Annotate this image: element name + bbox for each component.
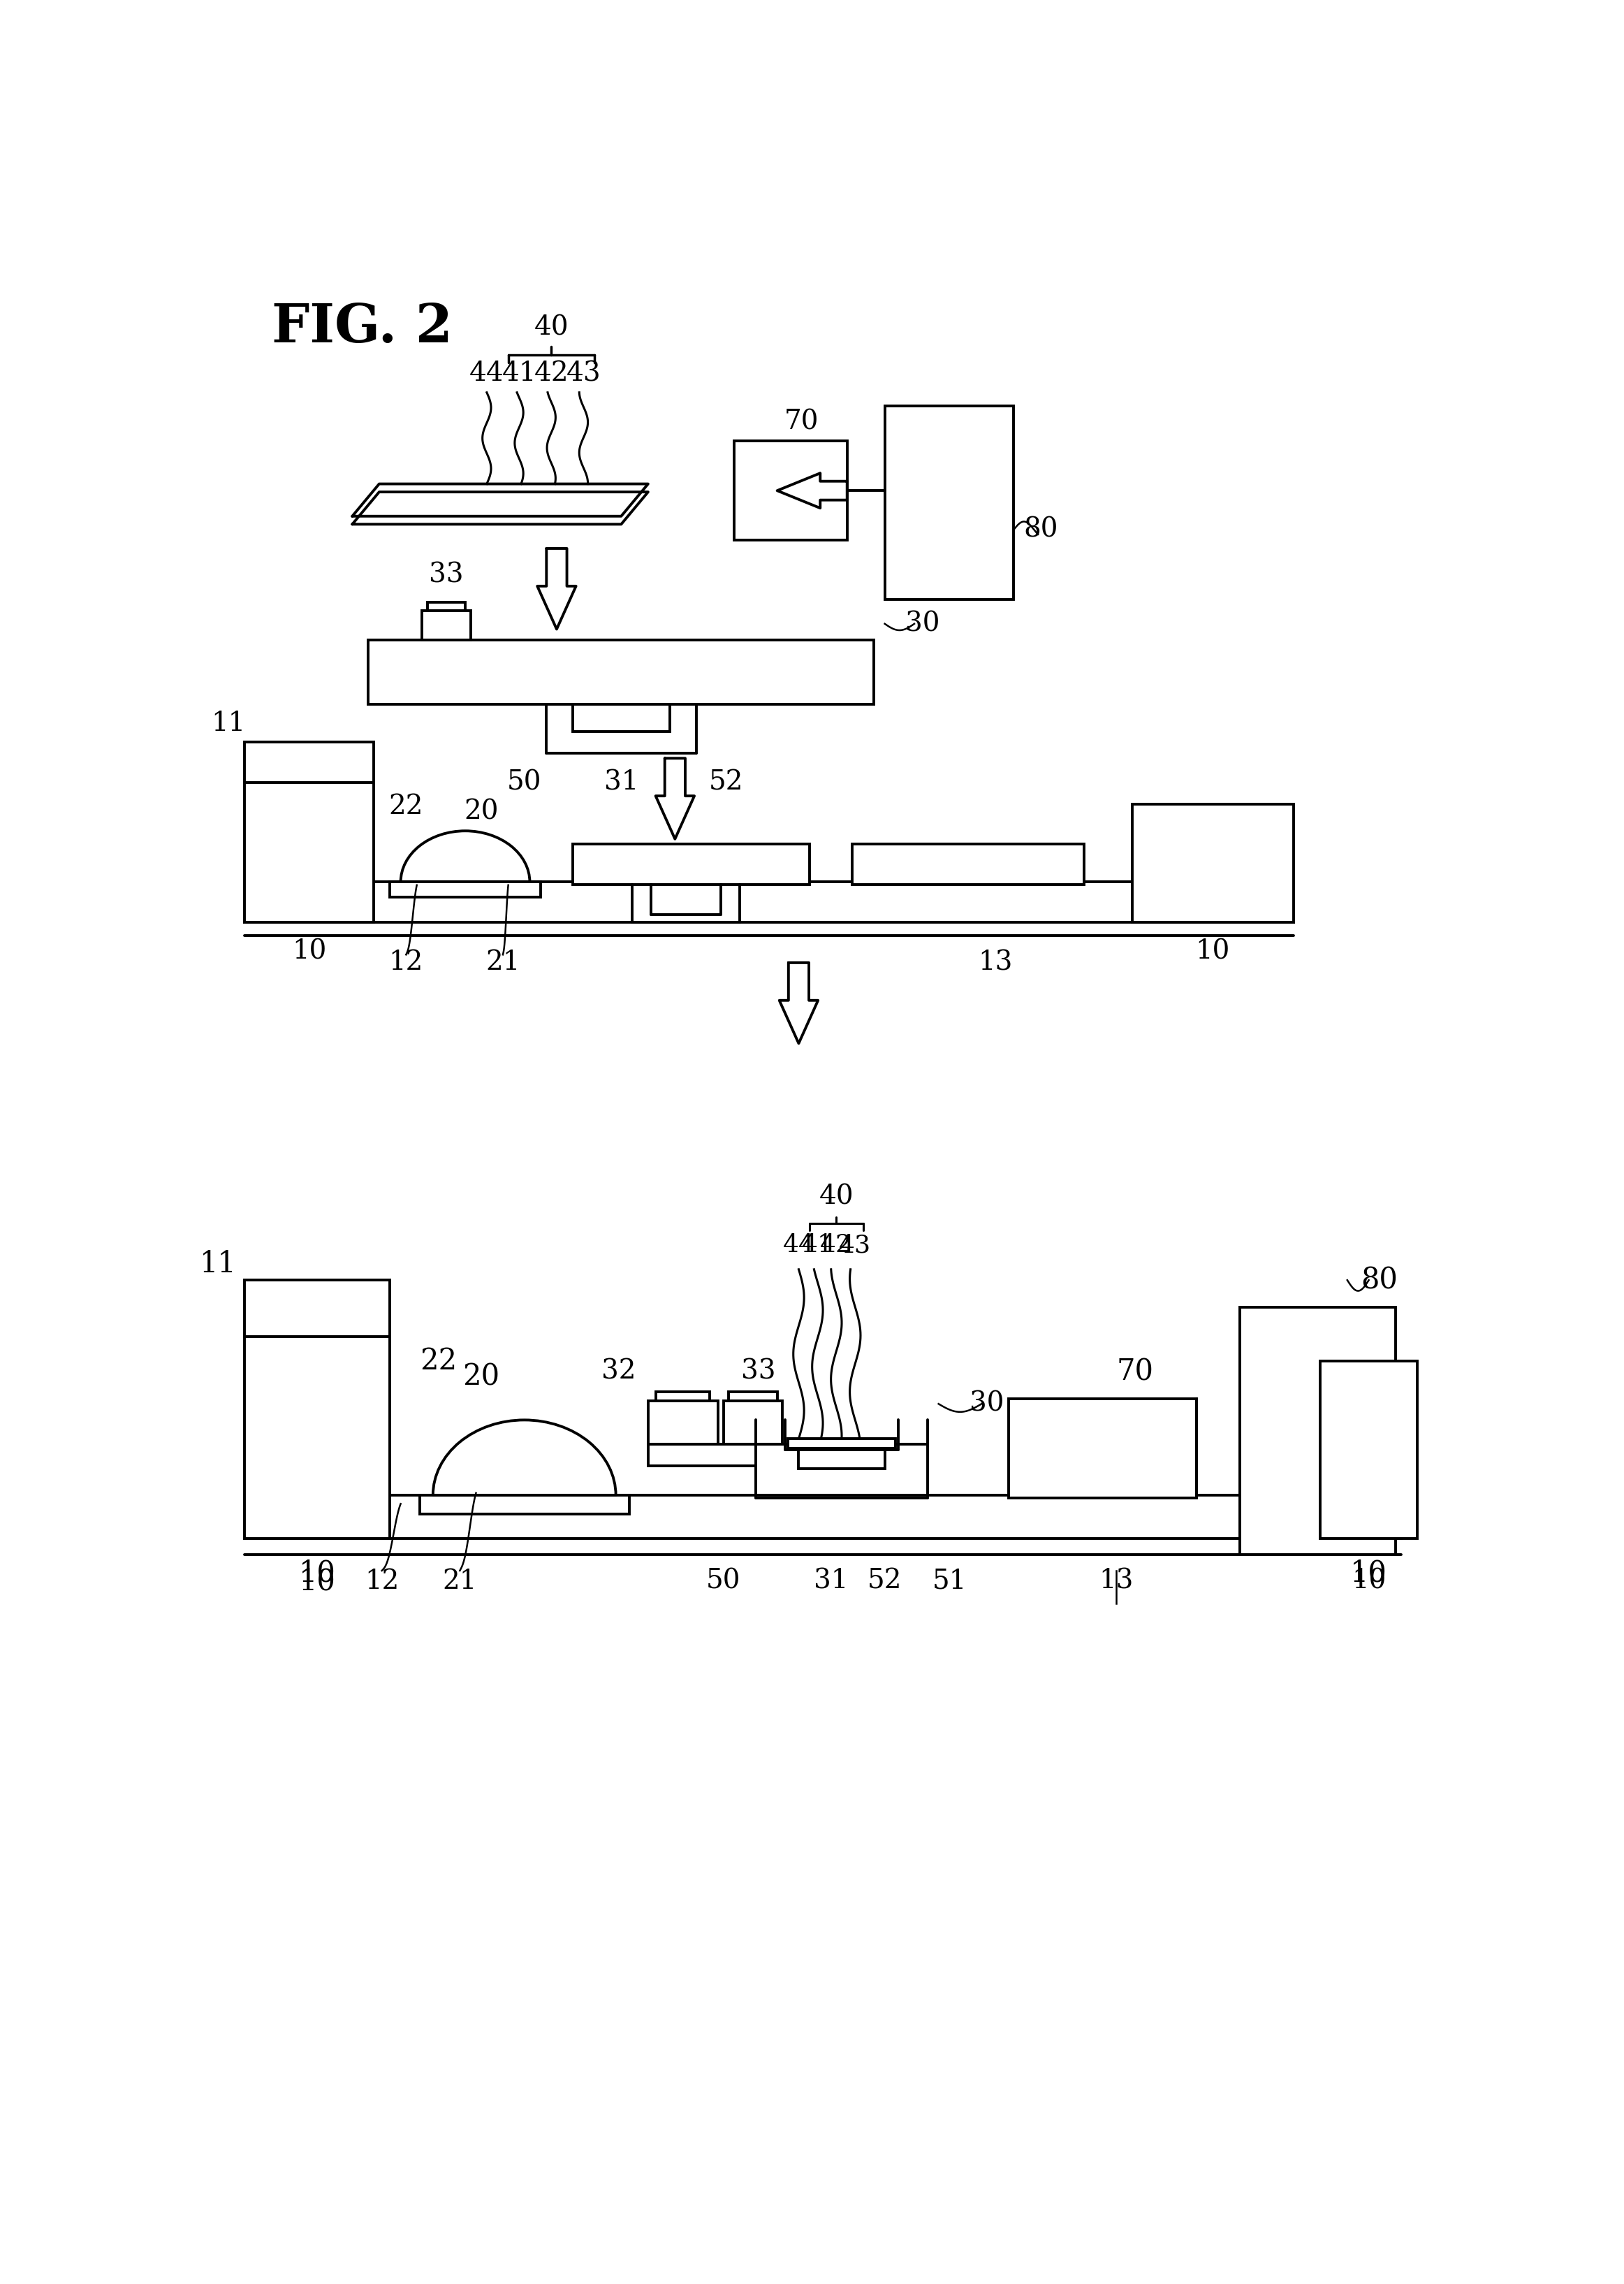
Bar: [1320, 1361, 1418, 1539]
Text: 30: 30: [970, 1391, 1004, 1416]
Bar: [885, 407, 1013, 601]
Text: 10: 10: [1351, 1569, 1385, 1594]
Text: 12: 12: [365, 1569, 400, 1594]
Bar: [245, 1496, 1402, 1539]
Text: 22: 22: [388, 795, 424, 820]
Text: FIG. 2: FIG. 2: [271, 301, 453, 354]
Text: 70: 70: [784, 409, 818, 434]
Polygon shape: [352, 491, 648, 525]
Text: 41: 41: [801, 1233, 833, 1256]
Bar: [427, 603, 464, 610]
Text: 11: 11: [200, 1249, 235, 1279]
Text: 70: 70: [1116, 1357, 1153, 1386]
Bar: [573, 703, 669, 731]
Text: 20: 20: [464, 799, 499, 825]
Polygon shape: [656, 758, 695, 838]
Bar: [648, 1400, 718, 1443]
Bar: [799, 1450, 885, 1469]
Polygon shape: [352, 484, 648, 516]
Text: 30: 30: [905, 610, 940, 637]
Text: 44: 44: [783, 1233, 815, 1256]
Bar: [853, 845, 1083, 884]
Text: 11: 11: [211, 710, 245, 735]
Text: 41: 41: [502, 361, 536, 386]
Text: 33: 33: [429, 562, 464, 589]
Text: 51: 51: [932, 1569, 966, 1594]
Bar: [729, 1391, 778, 1400]
Text: 80: 80: [1361, 1265, 1398, 1295]
Bar: [1009, 1398, 1197, 1498]
Text: 31: 31: [814, 1569, 848, 1594]
Text: 22: 22: [419, 1345, 456, 1375]
Text: 44: 44: [469, 361, 503, 386]
Text: 43: 43: [840, 1233, 870, 1256]
Polygon shape: [538, 548, 577, 628]
Bar: [422, 610, 471, 640]
Text: 20: 20: [463, 1361, 500, 1391]
Text: 13: 13: [978, 950, 1012, 975]
Text: 10: 10: [1195, 939, 1229, 964]
Text: 21: 21: [443, 1569, 477, 1594]
Bar: [648, 1443, 755, 1466]
Bar: [1239, 1306, 1395, 1555]
Bar: [245, 1334, 390, 1539]
Bar: [573, 845, 809, 884]
Text: 52: 52: [708, 770, 744, 795]
Text: 10: 10: [292, 939, 326, 964]
Bar: [245, 742, 374, 783]
Bar: [788, 1439, 895, 1448]
Bar: [245, 779, 374, 923]
Text: 40: 40: [534, 315, 568, 340]
Bar: [419, 1496, 628, 1514]
Polygon shape: [780, 962, 818, 1044]
Text: 80: 80: [1023, 516, 1057, 544]
Text: 42: 42: [534, 361, 568, 386]
Text: 43: 43: [567, 361, 601, 386]
Text: 10: 10: [1350, 1558, 1387, 1587]
Bar: [656, 1391, 710, 1400]
Text: 21: 21: [486, 950, 520, 975]
Text: 13: 13: [1099, 1569, 1134, 1594]
Bar: [369, 640, 874, 703]
Text: 52: 52: [867, 1569, 901, 1594]
Bar: [245, 882, 1293, 923]
Text: 10: 10: [299, 1558, 336, 1587]
Text: 12: 12: [388, 950, 424, 975]
Text: 10: 10: [299, 1567, 336, 1597]
Text: 42: 42: [820, 1233, 853, 1256]
Text: 40: 40: [818, 1183, 854, 1211]
Text: 50: 50: [706, 1569, 741, 1594]
Text: 33: 33: [741, 1359, 776, 1384]
Text: 50: 50: [507, 770, 542, 795]
Bar: [1132, 804, 1293, 923]
Bar: [390, 882, 541, 898]
Text: 32: 32: [601, 1359, 635, 1384]
Bar: [245, 1279, 390, 1336]
Bar: [723, 1400, 783, 1443]
Text: 31: 31: [604, 770, 638, 795]
Polygon shape: [778, 473, 848, 507]
Bar: [734, 441, 848, 541]
